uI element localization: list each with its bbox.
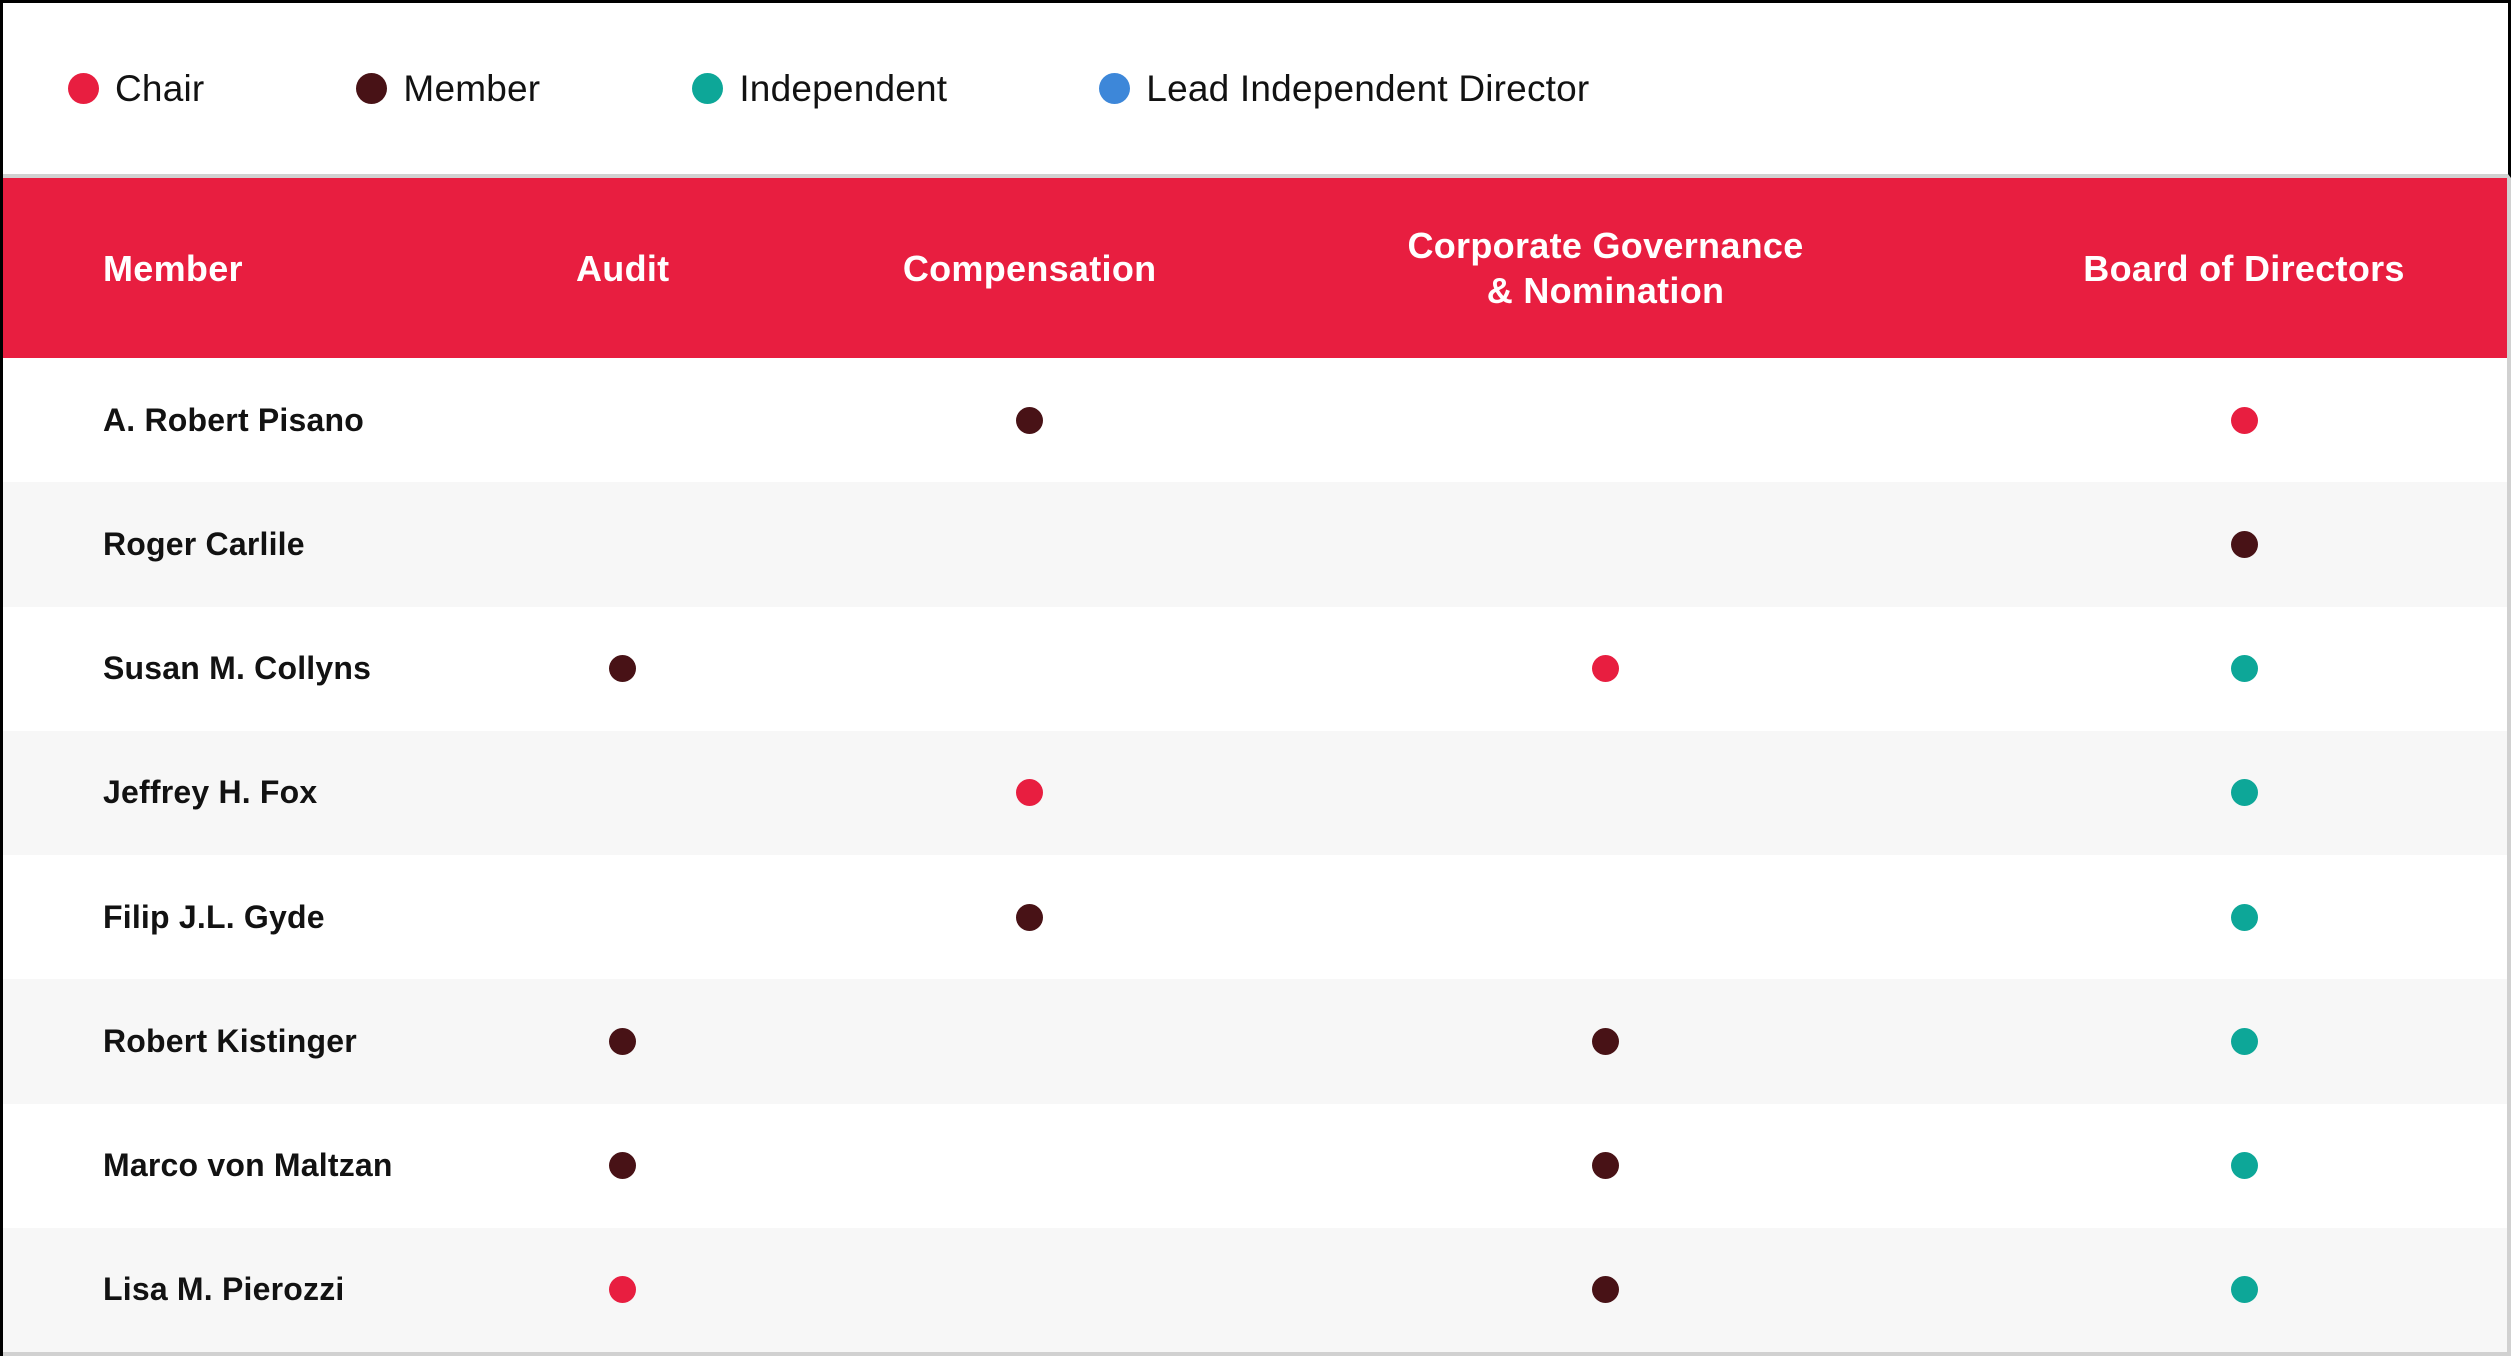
column-header-name: Member xyxy=(103,247,243,289)
independent-dot-icon xyxy=(2230,1276,2258,1304)
independent-dot-icon xyxy=(2230,779,2258,807)
table-body: A. Robert Pisano Roger Carlile Susan M. Co… xyxy=(3,358,2507,1352)
legend-item-chair: Chair xyxy=(68,68,204,110)
dot-cell-compensation xyxy=(829,979,1230,1103)
column-header-board: Board of Directors xyxy=(2083,247,2405,289)
independent-dot-icon xyxy=(2230,1152,2258,1180)
member-dot-icon xyxy=(609,1152,637,1180)
dot-cell-board xyxy=(1981,1228,2507,1352)
dot-cell-governance xyxy=(1230,607,1981,731)
legend-label-independent: Independent xyxy=(739,67,948,109)
dot-cell-compensation xyxy=(829,1228,1230,1352)
legend-item-member: Member xyxy=(356,68,540,110)
dot-cell-board xyxy=(1981,1104,2507,1228)
independent-dot-icon xyxy=(2230,1027,2258,1055)
table-row: A. Robert Pisano xyxy=(3,358,2507,483)
dot-cell-board xyxy=(1981,607,2507,731)
dot-cell-governance xyxy=(1230,731,1981,855)
dot-cell-governance xyxy=(1230,482,1981,606)
chair-dot-icon xyxy=(1016,779,1044,807)
member-name: Robert Kistinger xyxy=(103,1022,357,1059)
column-header-governance: Corporate Governance & Nomination xyxy=(1407,225,1804,311)
table-row: Susan M. Collyns xyxy=(3,606,2507,731)
dot-cell-compensation xyxy=(829,482,1230,606)
chair-dot-icon xyxy=(2230,406,2258,434)
table-row: Filip J.L. Gyde xyxy=(3,855,2507,980)
dot-cell-board xyxy=(1981,855,2507,979)
dot-cell-board xyxy=(1981,482,2507,606)
dot-cell-audit xyxy=(416,1228,829,1352)
dot-cell-governance xyxy=(1230,1104,1981,1228)
member-name: Marco von Maltzan xyxy=(103,1147,393,1184)
dot-cell-governance xyxy=(1230,979,1981,1103)
dot-cell-governance xyxy=(1230,855,1981,979)
dot-cell-board xyxy=(1981,731,2507,855)
member-dot-icon xyxy=(609,1027,637,1055)
member-dot-icon xyxy=(609,655,637,683)
dot-cell-compensation xyxy=(829,1104,1230,1228)
table-row: Robert Kistinger xyxy=(3,979,2507,1104)
member-dot-icon xyxy=(2230,530,2258,558)
legend-label-member: Member xyxy=(403,67,541,109)
dot-cell-compensation xyxy=(829,607,1230,731)
legend-label-chair: Chair xyxy=(115,67,205,109)
member-legend-dot-icon xyxy=(356,73,388,104)
dot-cell-audit xyxy=(416,855,829,979)
member-name: Filip J.L. Gyde xyxy=(103,898,325,935)
dot-cell-audit xyxy=(416,358,829,482)
table-row: Jeffrey H. Fox xyxy=(3,730,2507,855)
chair-dot-icon xyxy=(1592,655,1620,683)
member-dot-icon xyxy=(1592,1152,1620,1180)
member-dot-icon xyxy=(1592,1276,1620,1304)
dot-cell-board xyxy=(1981,979,2507,1103)
member-name: A. Robert Pisano xyxy=(103,401,365,438)
member-name: Lisa M. Pierozzi xyxy=(103,1271,345,1308)
dot-cell-governance xyxy=(1230,1228,1981,1352)
dot-cell-audit xyxy=(416,607,829,731)
independent-dot-icon xyxy=(2230,903,2258,931)
dot-cell-board xyxy=(1981,358,2507,482)
table-header: Member Audit Compensation Corporate Governa… xyxy=(3,178,2507,358)
member-dot-icon xyxy=(1592,1027,1620,1055)
legend-item-independent: Independent xyxy=(692,68,947,110)
member-dot-icon xyxy=(1016,406,1044,434)
column-header-audit: Audit xyxy=(576,247,670,289)
independent-dot-icon xyxy=(2230,655,2258,683)
lead-legend-dot-icon xyxy=(1099,73,1131,104)
column-header-compensation: Compensation xyxy=(902,247,1157,289)
member-dot-icon xyxy=(1016,903,1044,931)
dot-cell-governance xyxy=(1230,358,1981,482)
dot-cell-audit xyxy=(416,1104,829,1228)
dot-cell-compensation xyxy=(829,855,1230,979)
dot-cell-audit xyxy=(416,979,829,1103)
table-row: Lisa M. Pierozzi xyxy=(3,1227,2507,1352)
dot-cell-audit xyxy=(416,731,829,855)
independent-legend-dot-icon xyxy=(692,73,724,104)
legend: Chair Member Independent Lead Independent D… xyxy=(3,3,2511,178)
dot-cell-compensation xyxy=(829,731,1230,855)
dot-cell-compensation xyxy=(829,358,1230,482)
dot-cell-audit xyxy=(416,482,829,606)
chair-dot-icon xyxy=(609,1276,637,1304)
table-row: Marco von Maltzan xyxy=(3,1103,2507,1228)
member-name: Roger Carlile xyxy=(103,525,305,562)
legend-label-lead: Lead Independent Director xyxy=(1146,67,1590,109)
member-name: Susan M. Collyns xyxy=(103,650,372,687)
member-name: Jeffrey H. Fox xyxy=(103,774,318,811)
chair-legend-dot-icon xyxy=(68,73,99,104)
legend-item-lead: Lead Independent Director xyxy=(1099,68,1589,110)
table-row: Roger Carlile xyxy=(3,482,2507,607)
committee-table: Member Audit Compensation Corporate Governa… xyxy=(3,178,2511,1356)
